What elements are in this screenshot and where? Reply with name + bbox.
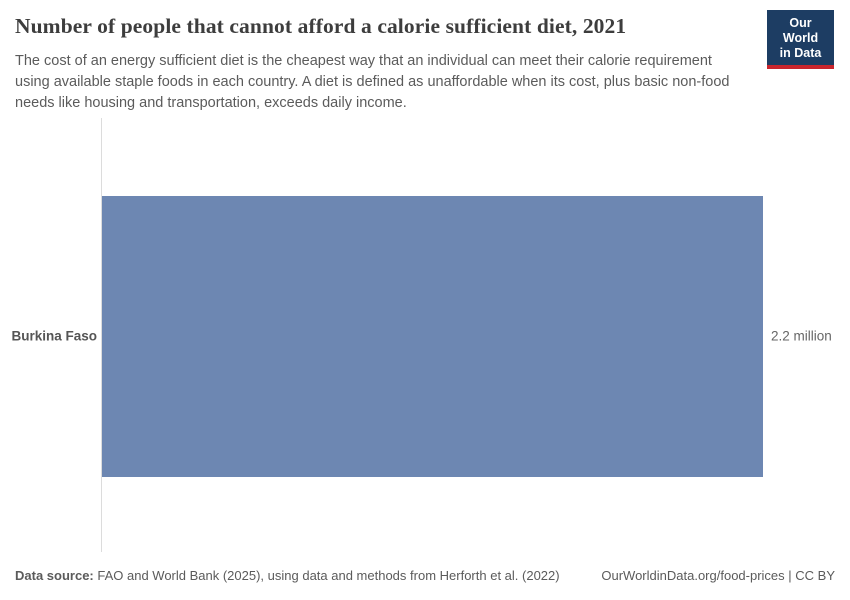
owid-url-license-link[interactable]: OurWorldinData.org/food-prices | CC BY xyxy=(601,568,835,583)
y-axis-line xyxy=(101,118,102,552)
data-source-note: Data source: FAO and World Bank (2025), … xyxy=(15,568,560,583)
footer: Data source: FAO and World Bank (2025), … xyxy=(15,568,835,583)
owid-logo-text: Our World in Data xyxy=(767,10,834,66)
owid-logo[interactable]: Our World in Data xyxy=(767,10,834,70)
chart-subtitle: The cost of an energy sufficient diet is… xyxy=(15,53,730,112)
entity-label-burkina-faso: Burkina Faso xyxy=(11,328,97,344)
bar-row-burkina-faso xyxy=(102,196,763,477)
data-source-text: FAO and World Bank (2025), using data an… xyxy=(93,568,560,583)
data-source-label: Data source: xyxy=(15,568,94,583)
value-label-burkina-faso: 2.2 million xyxy=(771,328,832,344)
bar-burkina-faso[interactable] xyxy=(102,196,763,477)
chart-title: Number of people that cannot afford a ca… xyxy=(15,14,627,38)
owid-logo-redbar xyxy=(767,65,834,70)
